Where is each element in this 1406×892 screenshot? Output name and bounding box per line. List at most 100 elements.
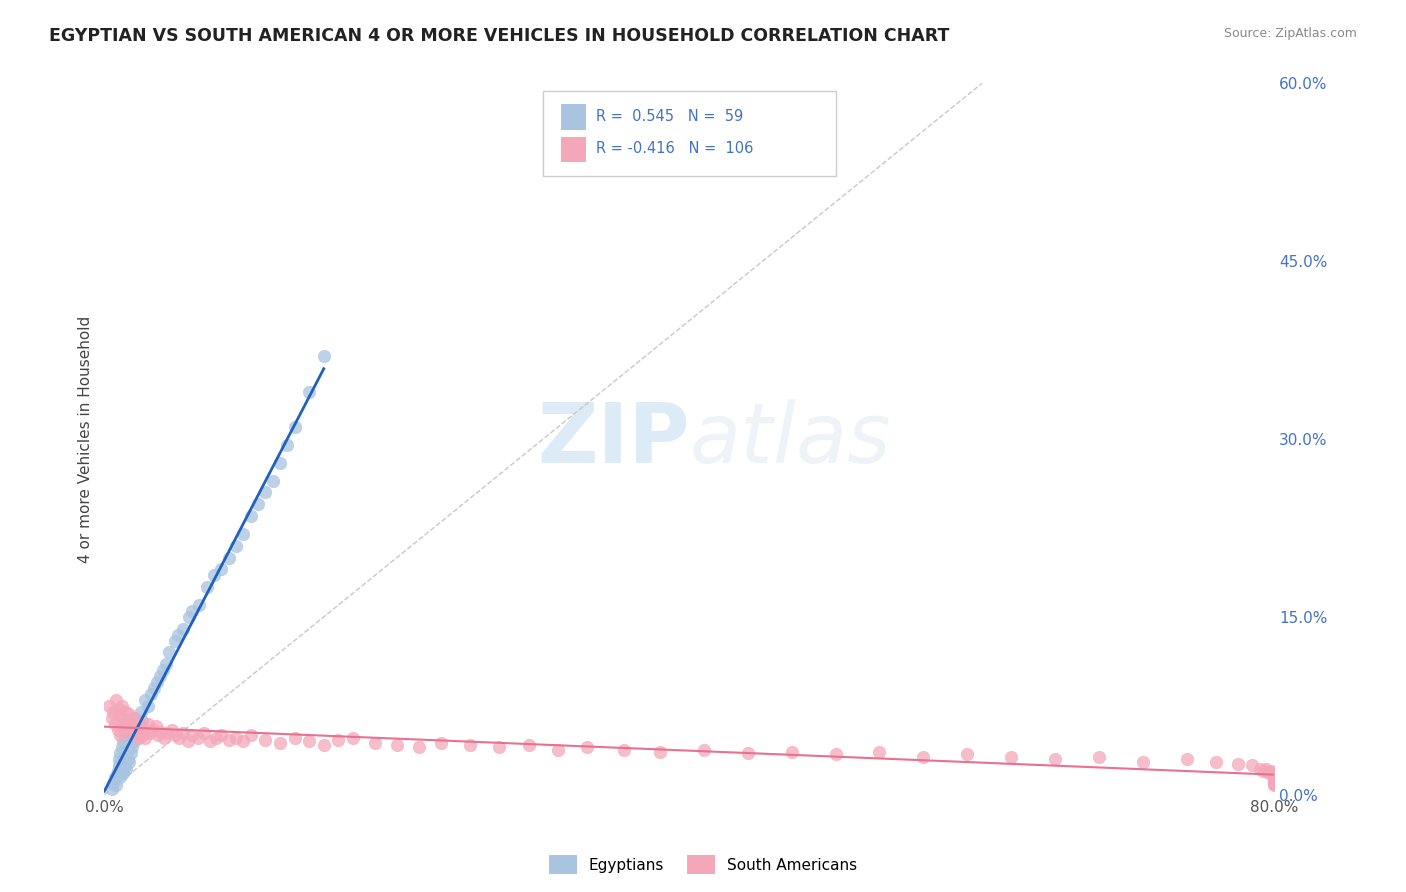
Point (117, 714, 139, 729)
Point (134, 731, 156, 745)
Point (146, 675, 169, 690)
Point (1263, 772, 1285, 787)
Point (115, 723, 138, 737)
Point (108, 702, 131, 716)
Point (187, 731, 209, 745)
Point (547, 742, 569, 756)
Point (198, 734, 221, 748)
Point (163, 728, 186, 742)
Point (737, 746, 759, 760)
Point (342, 731, 364, 745)
Point (1263, 771, 1285, 785)
Point (824, 747, 846, 762)
Point (1263, 771, 1285, 785)
Point (125, 723, 148, 737)
Point (364, 735, 387, 749)
Point (1263, 778, 1285, 792)
Point (780, 745, 803, 759)
Point (312, 738, 335, 752)
Point (246, 497, 269, 511)
Point (107, 723, 129, 737)
Point (181, 728, 204, 742)
Point (122, 711, 145, 725)
Point (108, 707, 131, 722)
Point (1263, 773, 1285, 788)
Point (134, 693, 156, 707)
Point (112, 766, 135, 780)
Point (157, 645, 180, 659)
Point (110, 746, 132, 760)
Point (136, 716, 159, 731)
Point (1043, 752, 1066, 766)
Point (232, 527, 254, 541)
Point (124, 728, 146, 742)
Point (276, 438, 298, 452)
Point (1257, 766, 1279, 780)
Point (132, 723, 155, 737)
Point (575, 740, 598, 755)
Point (1249, 762, 1271, 776)
Point (1088, 749, 1111, 764)
Point (869, 745, 891, 759)
Point (177, 734, 200, 748)
Point (232, 734, 254, 748)
Point (254, 733, 277, 747)
Text: R = -0.416   N =  106: R = -0.416 N = 106 (596, 141, 754, 156)
Point (1226, 756, 1249, 771)
Point (129, 719, 152, 733)
Point (120, 726, 142, 740)
Point (172, 622, 194, 636)
Point (1000, 749, 1022, 764)
Point (125, 716, 148, 731)
Point (150, 724, 173, 739)
Point (112, 734, 135, 748)
Point (218, 550, 240, 565)
Point (145, 719, 167, 733)
Point (1205, 755, 1227, 769)
Point (105, 693, 128, 707)
Point (283, 731, 305, 745)
Bar (561, 136, 586, 162)
Text: ZIP: ZIP (537, 399, 689, 480)
Point (693, 742, 716, 756)
Point (104, 716, 127, 731)
Point (111, 740, 134, 755)
Point (114, 728, 136, 742)
Point (298, 384, 321, 399)
Text: Source: ZipAtlas.com: Source: ZipAtlas.com (1223, 27, 1357, 40)
Point (1263, 776, 1285, 790)
Point (120, 746, 142, 760)
Point (127, 726, 149, 740)
Point (1263, 769, 1285, 783)
Point (1263, 774, 1285, 789)
Point (225, 731, 247, 745)
Y-axis label: 4 or more Vehicles in Household: 4 or more Vehicles in Household (79, 316, 93, 563)
Point (124, 723, 146, 737)
Point (156, 726, 179, 740)
Point (122, 711, 145, 725)
Point (188, 598, 211, 612)
Point (127, 719, 149, 733)
Point (143, 681, 166, 695)
Point (202, 568, 225, 582)
Point (312, 349, 335, 363)
Point (1263, 777, 1285, 791)
Point (912, 749, 935, 764)
Point (114, 723, 136, 737)
Point (115, 762, 138, 776)
Point (179, 610, 201, 624)
Point (298, 734, 321, 748)
Point (118, 755, 141, 769)
Point (172, 726, 194, 740)
Point (136, 698, 159, 713)
Point (122, 734, 145, 748)
Point (101, 776, 124, 790)
Point (153, 731, 176, 745)
Point (141, 687, 163, 701)
Text: R =  0.545   N =  59: R = 0.545 N = 59 (596, 109, 742, 124)
Point (328, 733, 350, 747)
Point (110, 728, 132, 742)
Point (956, 747, 979, 762)
Point (112, 711, 135, 725)
Point (429, 735, 451, 749)
